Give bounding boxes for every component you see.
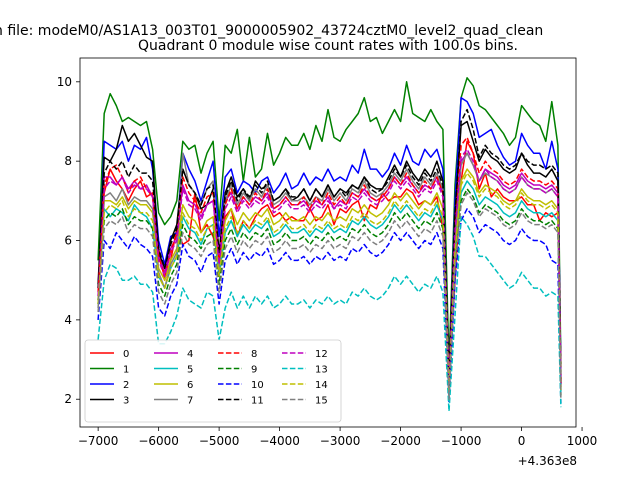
x-tick-label: −7000 (78, 434, 119, 448)
y-tick-label: 4 (64, 313, 72, 327)
legend-label-15: 15 (315, 396, 328, 407)
series-line-12 (97, 148, 562, 385)
x-offset-label: +4.363e8 (518, 454, 577, 468)
series-line-7 (97, 152, 562, 389)
legend-label-5: 5 (187, 365, 193, 376)
series-line-8 (97, 136, 562, 385)
legend-label-2: 2 (123, 380, 129, 391)
series-line-9 (97, 188, 562, 397)
y-tick-label: 6 (64, 234, 72, 248)
figure-suptitle: n file: modeM0/AS1A13_003T01_9000005902_… (0, 23, 543, 39)
legend-label-11: 11 (251, 396, 264, 407)
legend-label-8: 8 (251, 349, 257, 360)
chart-title: Quadrant 0 module wise count rates with … (138, 38, 518, 54)
x-tick-label: −4000 (259, 434, 300, 448)
y-tick-label: 8 (64, 154, 72, 168)
series-line-13 (97, 215, 562, 412)
legend-label-4: 4 (187, 349, 193, 360)
legend-label-6: 6 (187, 380, 193, 391)
legend-box (84, 339, 342, 423)
series-line-1 (97, 77, 562, 368)
legend-label-14: 14 (315, 380, 328, 391)
y-axis: 2 4 6 8 10 (57, 75, 80, 406)
x-tick-label: 1000 (567, 434, 598, 448)
legend-label-9: 9 (251, 365, 257, 376)
x-axis: −7000 −6000 −5000 −4000 −3000 −2000 −1000 0 1000 (78, 427, 597, 448)
y-tick-label: 10 (57, 75, 72, 89)
series-lines (97, 77, 562, 412)
series-line-10 (97, 208, 562, 404)
series-line-2 (97, 96, 562, 385)
legend-label-10: 10 (251, 380, 264, 391)
series-line-15 (97, 192, 562, 400)
x-tick-label: −1000 (441, 434, 482, 448)
legend-label-7: 7 (187, 396, 193, 407)
series-line-14 (97, 172, 562, 393)
x-tick-label: −3000 (320, 434, 361, 448)
plot-frame (79, 57, 577, 428)
x-tick-label: −6000 (138, 434, 179, 448)
legend-label-0: 0 (123, 349, 129, 360)
y-tick-label: 2 (64, 392, 72, 406)
legend-label-3: 3 (123, 396, 129, 407)
legend-label-12: 12 (315, 349, 328, 360)
series-line-11 (97, 108, 562, 381)
legend-label-1: 1 (123, 365, 129, 376)
series-line-4 (97, 152, 562, 385)
series-line-6 (97, 168, 562, 389)
x-tick-label: −2000 (380, 434, 421, 448)
x-tick-label: −5000 (199, 434, 240, 448)
x-tick-label: 0 (518, 434, 526, 448)
legend-label-13: 13 (315, 365, 328, 376)
